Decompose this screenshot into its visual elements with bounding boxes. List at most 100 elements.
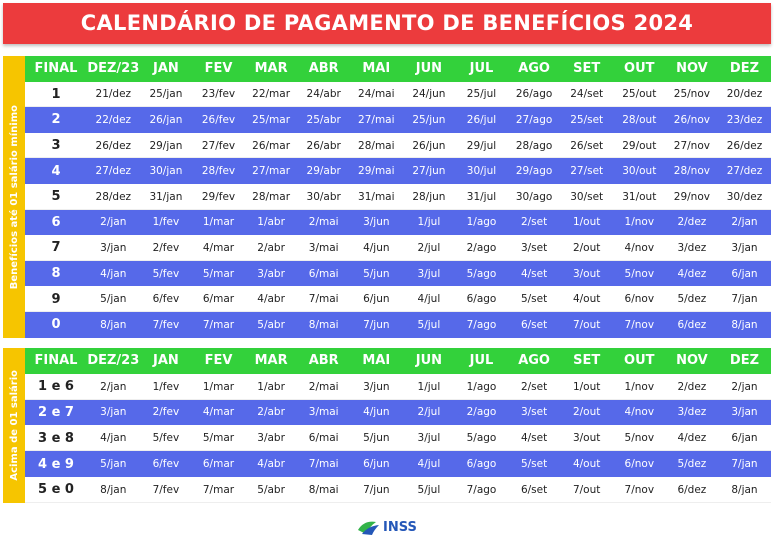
date-cell: 6/ago xyxy=(466,458,497,471)
date-cell: 29/abr xyxy=(306,165,341,178)
date-cell: 7/mar xyxy=(202,483,235,496)
date-cell: 5/fev xyxy=(152,432,180,445)
date-cell: 25/nov xyxy=(673,88,710,101)
date-cell: 7/ago xyxy=(466,483,497,496)
header-cell: FEV xyxy=(204,353,233,369)
date-cell: 5/abr xyxy=(257,318,285,331)
date-cell: 24/mai xyxy=(358,88,395,101)
row-bg xyxy=(25,158,771,184)
date-cell: 1/mar xyxy=(202,216,235,229)
date-cell: 2/jul xyxy=(417,241,441,254)
date-cell: 5/jan xyxy=(100,293,127,306)
header-cell: DEZ/23 xyxy=(87,61,140,77)
date-cell: 5/fev xyxy=(152,267,180,280)
date-cell: 1/abr xyxy=(257,380,285,393)
date-cell: 29/jul xyxy=(466,139,497,152)
date-cell: 1/ago xyxy=(466,380,497,393)
date-cell: 6/ago xyxy=(466,293,497,306)
row-bg xyxy=(25,107,771,133)
date-cell: 4/nov xyxy=(624,241,655,254)
date-cell: 26/jul xyxy=(466,113,497,126)
date-cell: 27/jun xyxy=(412,165,446,178)
header-cell: SET xyxy=(573,353,601,369)
date-cell: 7/nov xyxy=(624,318,655,331)
date-cell: 26/set xyxy=(570,139,604,152)
row-bg xyxy=(25,374,771,400)
date-cell: 6/set xyxy=(520,483,548,496)
header-cell: AGO xyxy=(518,353,550,369)
date-cell: 23/fev xyxy=(201,88,236,101)
date-cell: 1/out xyxy=(572,380,601,393)
date-cell: 4/out xyxy=(572,293,601,306)
final-cell: 5 xyxy=(51,189,61,205)
date-cell: 6/jan xyxy=(731,432,758,445)
date-cell: 5/dez xyxy=(677,458,707,471)
header-row xyxy=(25,56,771,82)
date-cell: 6/jan xyxy=(731,267,758,280)
final-cell: 4 e 9 xyxy=(38,456,74,472)
date-cell: 31/out xyxy=(622,190,657,203)
final-cell: 5 e 0 xyxy=(38,482,74,498)
header-cell: AGO xyxy=(518,61,550,77)
date-cell: 6/mar xyxy=(202,458,235,471)
row-bg xyxy=(25,399,771,426)
date-cell: 2/set xyxy=(520,216,548,229)
final-cell: 2 e 7 xyxy=(38,404,74,420)
date-cell: 27/mar xyxy=(252,165,291,178)
date-cell: 5/set xyxy=(520,293,548,306)
date-cell: 2/jul xyxy=(417,406,441,419)
side-label-text: Acima de 01 salário xyxy=(8,370,20,481)
date-cell: 26/mar xyxy=(252,139,291,152)
date-cell: 26/abr xyxy=(306,139,341,152)
header-cell: JUL xyxy=(469,61,494,77)
header-cell: JUN xyxy=(415,61,443,77)
row-bg xyxy=(25,209,771,236)
date-cell: 3/jan xyxy=(731,406,758,419)
final-cell: 4 xyxy=(51,163,61,179)
date-cell: 5/set xyxy=(520,458,548,471)
date-cell: 27/dez xyxy=(726,165,763,178)
date-cell: 22/mar xyxy=(252,88,291,101)
date-cell: 3/set xyxy=(520,241,548,254)
date-cell: 6/nov xyxy=(624,458,655,471)
date-cell: 29/fev xyxy=(201,190,236,203)
header-cell: MAI xyxy=(362,61,391,77)
date-cell: 27/ago xyxy=(515,113,553,126)
date-cell: 2/mai xyxy=(308,380,339,393)
header-cell: DEZ xyxy=(729,61,760,77)
logo: INSS xyxy=(356,516,420,538)
date-cell: 4/dez xyxy=(677,267,707,280)
date-cell: 6/fev xyxy=(152,458,180,471)
date-cell: 27/set xyxy=(570,165,604,178)
header-cell: NOV xyxy=(676,353,708,369)
date-cell: 5/jan xyxy=(100,458,127,471)
date-cell: 3/abr xyxy=(257,432,285,445)
date-cell: 3/jun xyxy=(363,216,390,229)
date-cell: 3/set xyxy=(520,406,548,419)
date-cell: 28/mai xyxy=(358,139,395,152)
header-cell: OUT xyxy=(624,61,655,77)
header-cell: SET xyxy=(573,61,601,77)
date-cell: 5/jun xyxy=(363,267,390,280)
date-cell: 25/out xyxy=(622,88,657,101)
date-cell: 25/jan xyxy=(149,88,183,101)
date-cell: 22/dez xyxy=(95,113,132,126)
date-cell: 4/jun xyxy=(363,406,390,419)
date-cell: 30/jul xyxy=(466,165,497,178)
date-cell: 5/ago xyxy=(466,267,497,280)
date-cell: 3/dez xyxy=(677,241,707,254)
date-cell: 2/jan xyxy=(731,216,758,229)
date-cell: 5/nov xyxy=(624,432,655,445)
date-cell: 3/mai xyxy=(308,241,339,254)
header-cell: JAN xyxy=(153,61,179,77)
final-cell: 1 e 6 xyxy=(38,379,74,395)
date-cell: 31/jul xyxy=(466,190,497,203)
date-cell: 8/jan xyxy=(100,318,127,331)
date-cell: 3/jan xyxy=(100,406,127,419)
date-cell: 28/jun xyxy=(412,190,446,203)
final-cell: 1 xyxy=(51,86,61,102)
date-cell: 7/jan xyxy=(731,458,758,471)
date-cell: 2/ago xyxy=(466,406,497,419)
date-cell: 7/mai xyxy=(308,293,339,306)
date-cell: 24/jun xyxy=(412,88,446,101)
